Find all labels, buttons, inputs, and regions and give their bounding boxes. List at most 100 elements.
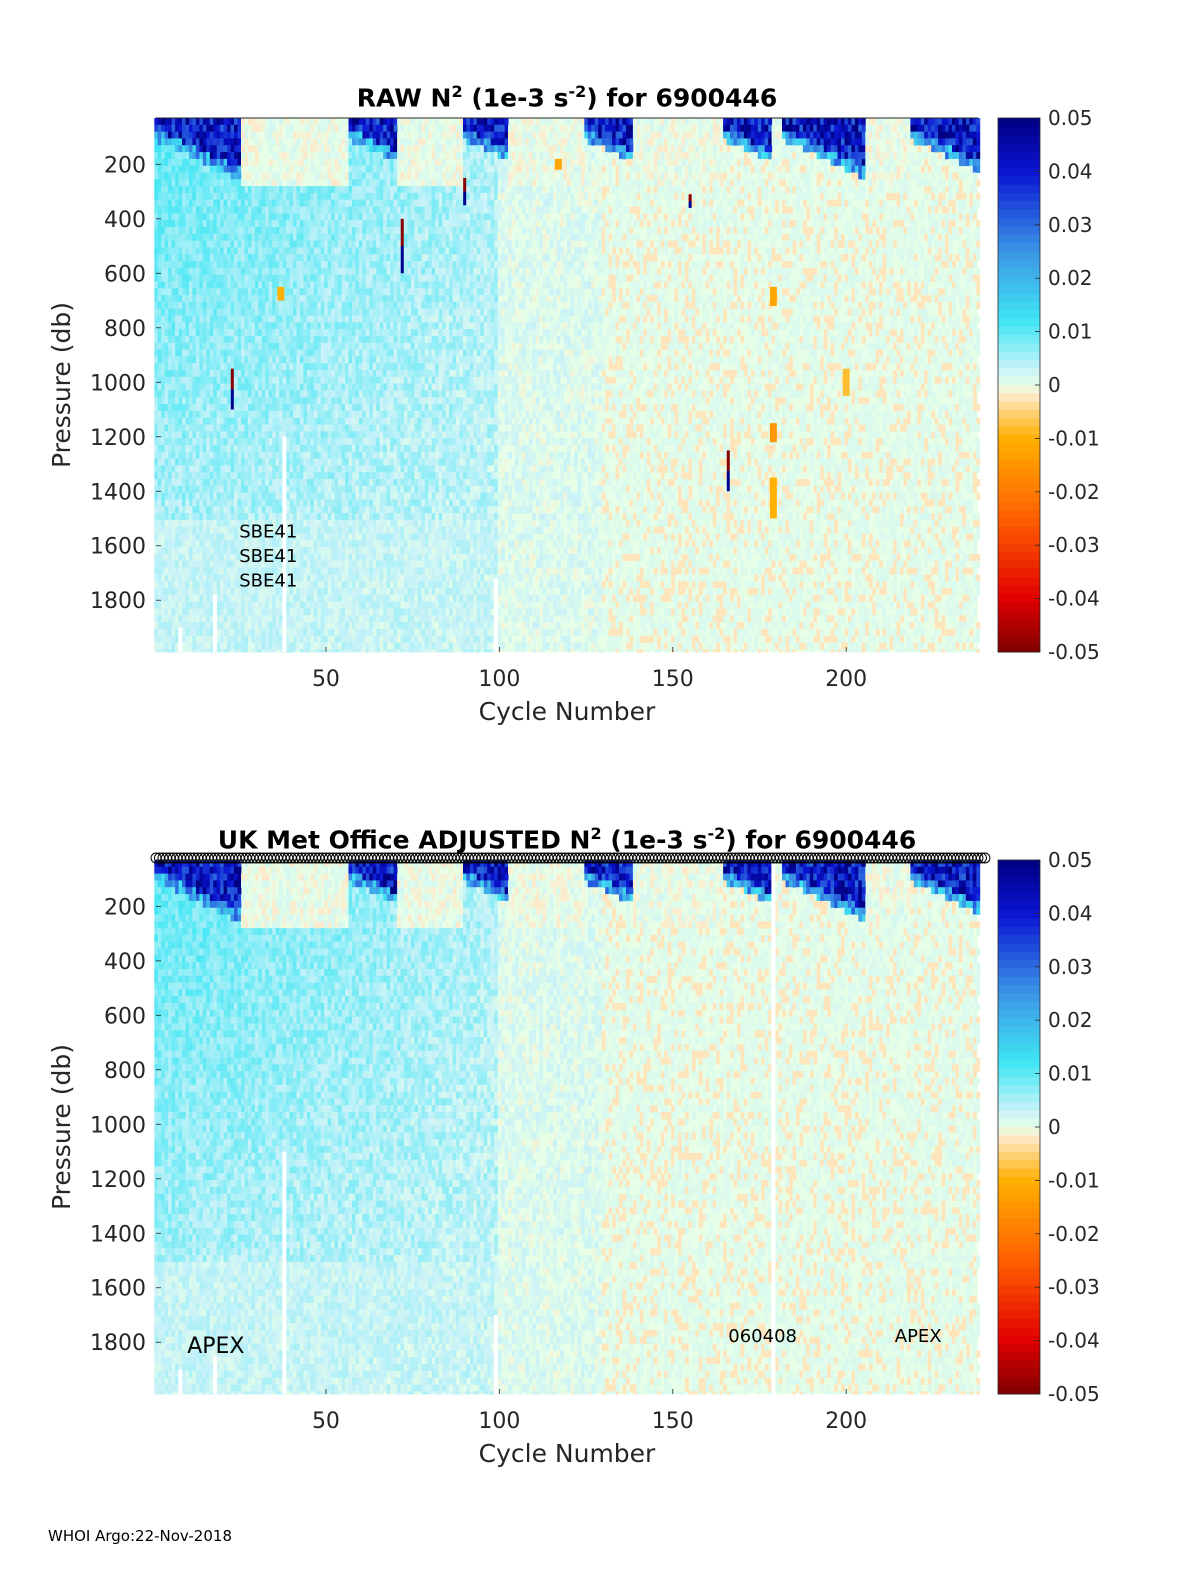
heatmap-cell xyxy=(161,281,166,289)
heatmap-cell xyxy=(306,240,311,248)
heatmap-cell xyxy=(199,308,204,316)
heatmap-cell xyxy=(341,485,346,493)
heatmap-cell xyxy=(234,594,238,602)
heatmap-cell xyxy=(220,472,225,480)
heatmap-cell xyxy=(341,547,346,555)
heatmap-cell xyxy=(223,472,228,480)
heatmap-cell xyxy=(195,138,200,146)
heatmap-cell xyxy=(223,274,228,282)
heatmap-cell xyxy=(185,465,190,473)
heatmap-cell xyxy=(247,438,252,446)
heatmap-cell xyxy=(247,356,252,364)
heatmap-cell xyxy=(355,540,360,548)
heatmap-cell xyxy=(168,628,172,636)
heatmap-cell xyxy=(327,274,332,282)
heatmap-cell xyxy=(244,492,249,500)
heatmap-cell xyxy=(189,152,193,160)
heatmap-cell xyxy=(244,458,249,466)
heatmap-cell xyxy=(164,295,169,303)
heatmap-cell xyxy=(265,227,270,235)
heatmap-cell xyxy=(171,513,176,521)
heatmap-cell xyxy=(272,233,277,241)
heatmap-cell xyxy=(345,336,349,344)
heatmap-cell xyxy=(254,560,259,568)
heatmap-cell xyxy=(195,492,200,500)
heatmap-cell xyxy=(296,199,301,207)
heatmap-cell xyxy=(362,124,367,132)
heatmap-cell xyxy=(355,649,360,653)
heatmap-cell xyxy=(303,118,308,126)
heatmap-cell xyxy=(234,281,238,289)
heatmap-cell xyxy=(286,322,290,330)
heatmap-cell xyxy=(313,118,318,126)
heatmap-cell xyxy=(317,165,322,173)
heatmap-cell xyxy=(265,220,270,228)
heatmap-cell xyxy=(268,410,273,419)
heatmap-cell xyxy=(154,356,159,364)
heatmap-cell xyxy=(189,383,193,391)
heatmap-cell xyxy=(178,158,183,167)
heatmap-cell xyxy=(369,553,374,562)
heatmap-cell xyxy=(358,192,363,201)
heatmap-cell xyxy=(317,513,322,521)
heatmap-cell xyxy=(175,186,179,194)
heatmap-cell xyxy=(341,615,346,623)
heatmap-cell xyxy=(265,615,270,623)
heatmap-cell xyxy=(320,240,325,248)
heatmap-cell xyxy=(213,349,218,357)
heatmap-cell xyxy=(279,431,283,439)
heatmap-cell xyxy=(296,417,301,425)
heatmap-cell xyxy=(282,363,287,371)
heatmap-cell xyxy=(161,615,166,623)
heatmap-cell xyxy=(241,118,245,126)
heatmap-cell xyxy=(275,390,280,398)
heatmap-cell xyxy=(230,560,235,568)
heatmap-cell xyxy=(195,601,200,609)
heatmap-cell xyxy=(258,254,263,262)
heatmap-cell xyxy=(313,615,318,623)
heatmap-cell xyxy=(185,574,190,582)
heatmap-cell xyxy=(199,247,204,255)
heatmap-cell xyxy=(223,424,228,432)
heatmap-cell xyxy=(216,308,221,316)
heatmap-cell xyxy=(306,622,311,630)
heatmap-cell xyxy=(164,186,169,194)
heatmap-cell xyxy=(175,574,179,582)
heatmap-cell xyxy=(317,152,322,160)
heatmap-cell xyxy=(168,410,172,419)
heatmap-cell xyxy=(299,431,304,439)
heatmap-cell xyxy=(317,376,322,384)
heatmap-cell xyxy=(268,281,273,289)
heatmap-cell xyxy=(327,158,332,167)
heatmap-cell xyxy=(341,329,346,337)
heatmap-cell xyxy=(178,336,183,344)
heatmap-cell xyxy=(199,444,204,453)
heatmap-cell xyxy=(355,158,360,167)
heatmap-cell xyxy=(154,240,159,248)
heatmap-cell xyxy=(209,118,214,126)
heatmap-cell xyxy=(299,186,304,194)
heatmap-cell xyxy=(345,506,349,514)
heatmap-cell xyxy=(254,472,259,480)
heatmap-cell xyxy=(334,438,339,446)
heatmap-cell xyxy=(286,410,290,419)
heatmap-cell xyxy=(189,206,193,214)
heatmap-cell xyxy=(192,451,197,459)
heatmap-cell xyxy=(258,261,263,269)
heatmap-cell xyxy=(241,601,245,609)
heatmap-cell xyxy=(317,336,322,344)
heatmap-cell xyxy=(327,615,332,623)
heatmap-cell xyxy=(202,492,207,500)
heatmap-cell xyxy=(345,431,349,439)
heatmap-cell xyxy=(164,336,169,344)
heatmap-cell xyxy=(265,397,270,405)
heatmap-cell xyxy=(268,608,273,616)
heatmap-cell xyxy=(161,417,166,425)
heatmap-cell xyxy=(154,220,159,228)
heatmap-cell xyxy=(369,615,374,623)
heatmap-cell xyxy=(279,451,283,459)
heatmap-cell xyxy=(171,247,176,255)
heatmap-cell xyxy=(199,431,204,439)
heatmap-cell xyxy=(234,254,238,262)
heatmap-cell xyxy=(275,547,280,555)
